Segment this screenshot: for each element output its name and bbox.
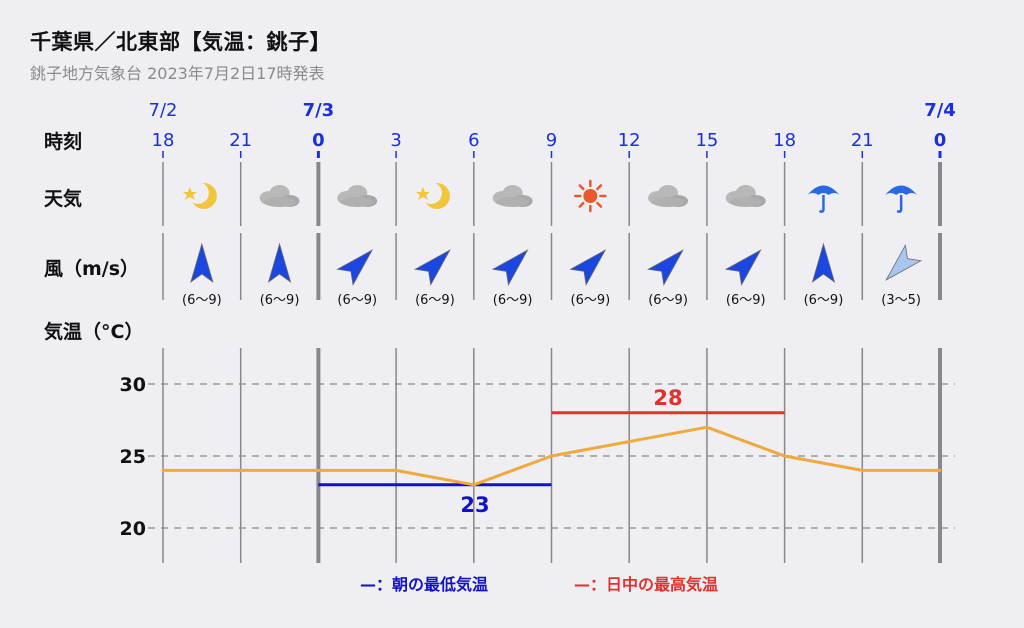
wind-arrow-icon (724, 249, 762, 287)
wind-speed-label: (6〜9) (337, 293, 377, 308)
temperature-point (472, 483, 476, 487)
temperature-point (550, 454, 553, 458)
weather-icon-cloudy (492, 185, 533, 207)
hour-label: 9 (546, 130, 557, 151)
hour-label: 21 (851, 130, 874, 151)
wind-speed-label: (6〜9) (182, 293, 222, 308)
cloud-shape (725, 185, 766, 207)
row-label-wind: 風（m/s） (44, 257, 139, 280)
wind-arrow-icon (569, 249, 607, 287)
y-tick-label: 25 (120, 446, 146, 468)
wind-arrow-icon (811, 242, 836, 284)
page-subtitle: 銚子地方気象台 2023年7月2日17時発表 (30, 64, 325, 83)
weather-icon-cloudy (648, 185, 689, 207)
weather-icon-moon-clear (182, 182, 217, 209)
temperature-point (239, 468, 243, 472)
wind-arrow-icon (190, 242, 214, 284)
date-label: 7/4 (924, 100, 956, 121)
row-label-time: 時刻 (44, 130, 82, 153)
hour-label: 18 (773, 130, 796, 151)
min-temp-label: 23 (460, 493, 489, 517)
legend-max: —：日中の最高気温 (574, 575, 718, 594)
hour-label: 3 (390, 130, 401, 151)
weather-icon-cloudy (337, 185, 378, 207)
weather-icon-cloudy (725, 185, 766, 207)
legend-min: —：朝の最低気温 (360, 575, 488, 594)
cloud-shape (337, 185, 378, 207)
hour-label: 6 (468, 130, 479, 151)
temperature-point (860, 468, 864, 472)
temperature-point (316, 468, 320, 472)
cloud-shape (648, 185, 689, 207)
wind-arrow-icon (267, 242, 292, 284)
row-label-temp: 気温（°C） (44, 320, 143, 343)
temperature-point (783, 454, 787, 458)
y-tick-label: 30 (120, 374, 146, 396)
hour-label: 0 (934, 130, 947, 151)
max-temp-label: 28 (653, 386, 682, 410)
wind-speed-label: (3〜5) (881, 293, 921, 308)
wind-arrow-icon (413, 249, 451, 287)
wind-arrow-icon (491, 249, 529, 287)
weather-icon-rain (807, 185, 840, 213)
wind-speed-label: (6〜9) (260, 293, 300, 308)
weather-icon-sunny (574, 179, 607, 213)
moon-shape (415, 182, 450, 209)
date-label: 7/2 (149, 100, 178, 121)
weather-icon-cloudy (259, 185, 300, 207)
cloud-shape (492, 185, 533, 207)
moon-shape (182, 182, 217, 209)
wind-speed-label: (6〜9) (415, 293, 455, 308)
umbrella-shape (885, 185, 918, 213)
umbrella-shape (807, 185, 840, 213)
sun-shape (574, 179, 607, 213)
weather-icon-moon-clear (415, 182, 450, 209)
hour-label: 21 (229, 130, 252, 151)
wind-arrow-icon (647, 249, 684, 287)
hour-label: 0 (312, 130, 325, 151)
temperature-point (161, 468, 165, 472)
wind-speed-label: (6〜9) (726, 293, 766, 308)
temperature-point (705, 425, 709, 429)
hour-label: 15 (695, 130, 718, 151)
temperature-point (938, 468, 942, 472)
hour-label: 12 (618, 130, 641, 151)
wind-arrow-icon (885, 243, 923, 281)
hour-label: 18 (152, 130, 175, 151)
page-title: 千葉県／北東部【気温：銚子】 (30, 30, 331, 54)
temperature-point (627, 440, 631, 444)
wind-speed-label: (6〜9) (648, 293, 688, 308)
wind-arrow-icon (336, 249, 374, 287)
row-label-weather: 天気 (44, 187, 82, 210)
wind-speed-label: (6〜9) (804, 293, 844, 308)
wind-speed-label: (6〜9) (571, 293, 611, 308)
date-label: 7/3 (303, 100, 335, 121)
wind-speed-label: (6〜9) (493, 293, 533, 308)
y-tick-label: 20 (120, 518, 146, 540)
weather-icon-rain (885, 185, 918, 213)
temperature-point (394, 468, 398, 472)
cloud-shape (259, 185, 300, 207)
